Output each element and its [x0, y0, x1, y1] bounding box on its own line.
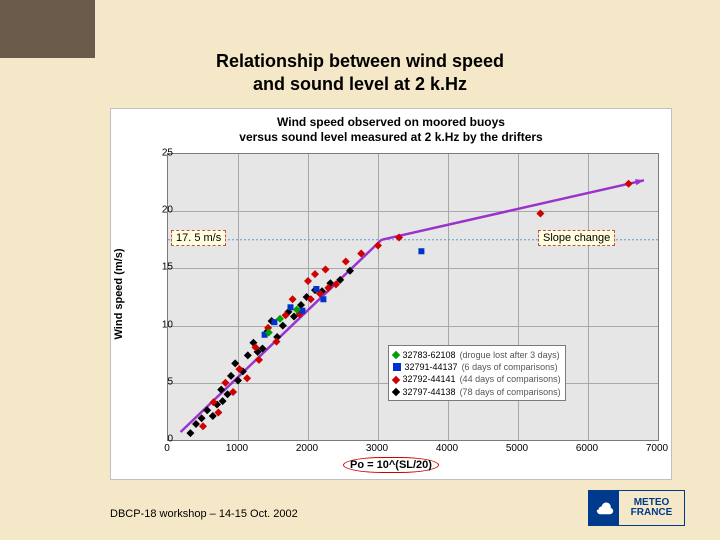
- y-axis-label: Wind speed (m/s): [113, 249, 125, 340]
- legend-note: (78 days of comparisons): [460, 386, 561, 398]
- logo-line1: METEO: [634, 497, 670, 508]
- meteo-france-logo: METEO FRANCE: [588, 490, 685, 526]
- title-line1: Relationship between wind speed: [216, 51, 504, 71]
- legend-item: 32792-44141 (44 days of comparisons): [393, 373, 561, 385]
- y-tick: 25: [143, 148, 173, 159]
- legend-label: 32783-62108: [403, 349, 456, 361]
- x-axis-label: Po = 10^(SL/20): [111, 457, 671, 473]
- y-tick: 10: [143, 319, 173, 330]
- slide: Relationship between wind speed and soun…: [0, 0, 720, 540]
- title-line2: and sound level at 2 k.Hz: [253, 74, 467, 94]
- legend-item: 32791-44137 (6 days of comparisons): [393, 361, 561, 373]
- footer-text: DBCP-18 workshop – 14-15 Oct. 2002: [110, 508, 298, 520]
- chart-title-line2: versus sound level measured at 2 k.Hz by…: [239, 130, 542, 144]
- x-tick: 4000: [427, 443, 467, 454]
- legend-marker-icon: [391, 351, 399, 359]
- legend-item: 32783-62108 (drogue lost after 3 days): [393, 349, 561, 361]
- x-tick: 5000: [497, 443, 537, 454]
- logo-mark-icon: [589, 491, 619, 525]
- legend-marker-icon: [391, 387, 399, 395]
- logo-text: METEO FRANCE: [619, 498, 684, 519]
- x-tick: 1000: [217, 443, 257, 454]
- chart-title: Wind speed observed on moored buoys vers…: [111, 115, 671, 145]
- annotation-slope-change: Slope change: [538, 230, 615, 246]
- legend-note: (44 days of comparisons): [460, 373, 561, 385]
- legend-label: 32792-44141: [403, 373, 456, 385]
- legend: 32783-62108 (drogue lost after 3 days)32…: [388, 345, 566, 401]
- y-tick: 15: [143, 262, 173, 273]
- legend-label: 32797-44138: [403, 386, 456, 398]
- legend-marker-icon: [393, 363, 401, 371]
- x-axis-label-text: Po = 10^(SL/20): [343, 457, 439, 473]
- logo-line2: FRANCE: [631, 507, 673, 518]
- chart-panel: Wind speed observed on moored buoys vers…: [110, 108, 672, 480]
- x-tick: 0: [147, 443, 187, 454]
- x-tick: 3000: [357, 443, 397, 454]
- slide-title: Relationship between wind speed and soun…: [0, 50, 720, 95]
- x-tick: 6000: [567, 443, 607, 454]
- legend-item: 32797-44138 (78 days of comparisons): [393, 386, 561, 398]
- y-tick: 20: [143, 205, 173, 216]
- x-tick: 2000: [287, 443, 327, 454]
- legend-note: (drogue lost after 3 days): [460, 349, 560, 361]
- x-tick: 7000: [637, 443, 677, 454]
- y-tick: 5: [143, 376, 173, 387]
- legend-label: 32791-44137: [405, 361, 458, 373]
- chart-title-line1: Wind speed observed on moored buoys: [277, 115, 505, 129]
- legend-note: (6 days of comparisons): [462, 361, 558, 373]
- annotation-threshold: 17. 5 m/s: [171, 230, 226, 246]
- legend-marker-icon: [391, 375, 399, 383]
